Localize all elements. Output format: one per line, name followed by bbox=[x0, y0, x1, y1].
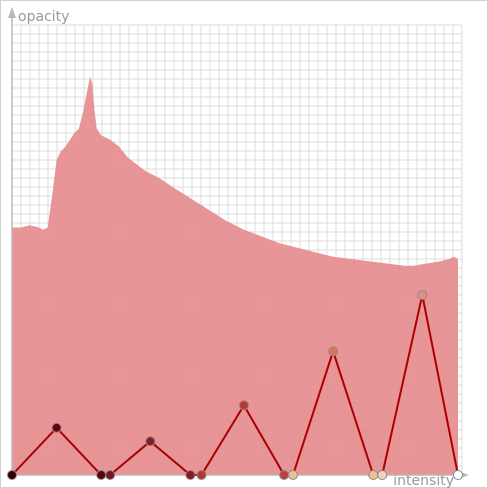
control-point[interactable] bbox=[7, 470, 17, 480]
control-point[interactable] bbox=[377, 470, 388, 480]
control-point[interactable] bbox=[238, 400, 249, 411]
y-axis-label: opacity bbox=[18, 9, 69, 25]
histogram-area bbox=[12, 76, 458, 476]
control-point[interactable] bbox=[96, 470, 107, 480]
control-point[interactable] bbox=[145, 436, 156, 447]
control-points bbox=[7, 290, 463, 480]
control-point[interactable] bbox=[288, 470, 298, 480]
y-axis-arrow-icon bbox=[8, 7, 16, 18]
control-point[interactable] bbox=[453, 470, 463, 480]
control-point[interactable] bbox=[196, 470, 207, 480]
control-point[interactable] bbox=[328, 346, 339, 357]
control-point[interactable] bbox=[105, 470, 116, 480]
control-point[interactable] bbox=[279, 470, 290, 480]
x-axis-label: intensity bbox=[393, 473, 454, 488]
control-point[interactable] bbox=[417, 290, 428, 300]
control-point[interactable] bbox=[51, 422, 62, 433]
control-point[interactable] bbox=[185, 470, 196, 480]
control-point[interactable] bbox=[368, 470, 379, 480]
